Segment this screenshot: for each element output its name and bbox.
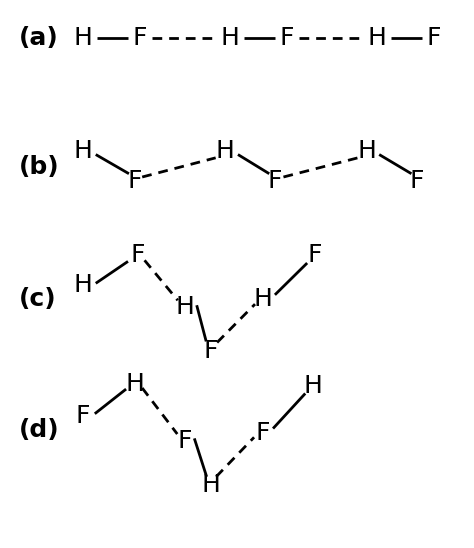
Text: (a): (a) [19, 26, 59, 50]
Text: H: H [220, 26, 239, 50]
Text: F: F [256, 421, 270, 445]
Text: F: F [268, 169, 282, 193]
Text: (b): (b) [19, 155, 60, 179]
Text: H: H [367, 26, 386, 50]
Text: H: H [175, 295, 194, 319]
Text: F: F [128, 169, 142, 193]
Text: F: F [133, 26, 147, 50]
Text: H: H [73, 26, 92, 50]
Text: F: F [410, 169, 424, 193]
Text: H: H [126, 372, 145, 396]
Text: F: F [427, 26, 441, 50]
Text: F: F [280, 26, 294, 50]
Text: F: F [308, 243, 322, 267]
Text: (c): (c) [19, 287, 56, 311]
Text: H: H [216, 139, 235, 163]
Text: F: F [130, 243, 145, 267]
Text: H: H [73, 273, 92, 297]
Text: H: H [201, 473, 220, 497]
Text: H: H [303, 374, 322, 398]
Text: F: F [178, 429, 192, 453]
Text: (d): (d) [19, 418, 60, 442]
Text: H: H [73, 139, 92, 163]
Text: H: H [254, 287, 273, 311]
Text: F: F [76, 404, 90, 429]
Text: H: H [358, 139, 377, 163]
Text: F: F [204, 339, 218, 363]
